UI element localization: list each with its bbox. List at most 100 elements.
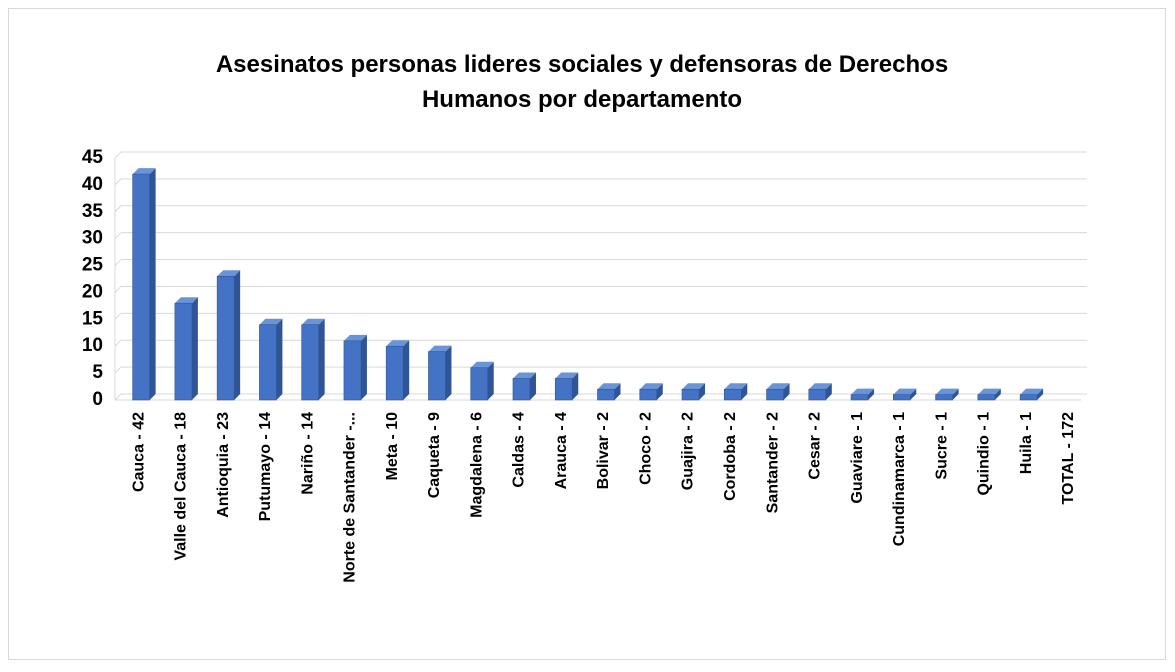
bar-side [529,372,536,400]
x-tick-label: Magdalena - 6 [468,412,485,518]
bar [893,394,911,401]
y-tick-label: 45 [82,147,104,168]
bar [470,367,489,401]
x-tick-label: Cundinamarca - 1 [891,412,908,546]
bar [512,378,531,401]
grid-line [114,312,122,320]
bar-top [682,383,706,390]
x-tick-label: Arauca - 4 [553,412,570,489]
bar-top [639,383,663,390]
bar [301,324,319,401]
x-tick-label: Cordoba - 2 [722,412,739,501]
y-tick-label: 30 [82,228,103,249]
bar-top [597,383,621,390]
bar-top [977,388,1001,395]
x-tick-label: Choco - 2 [637,412,654,485]
y-tick-label: 5 [92,362,103,383]
bar-side [360,334,367,400]
bar-side [445,345,452,400]
grid-line [114,286,122,293]
y-tick-label: 10 [82,335,103,356]
bar-side [699,383,706,400]
x-tick-label: Antioquia - 23 [215,412,232,518]
bar-top [174,297,198,304]
bar-side [825,383,832,400]
bar-top [470,361,494,368]
y-tick-label: 15 [82,308,104,329]
x-tick-label: Caqueta - 9 [426,412,443,498]
bar-side [868,388,875,400]
grid-line [114,366,122,374]
bar [639,388,658,401]
bar-top [766,383,790,390]
bar-side [614,383,621,400]
bar [723,388,742,401]
x-tick-label: Huila - 1 [1018,412,1035,474]
bar [935,394,953,401]
x-tick-label: Valle del Cauca - 18 [173,412,190,561]
bar-top [724,383,748,390]
bar-side [403,340,410,400]
bar-side [487,361,494,400]
x-tick-label: Meta - 10 [384,412,401,481]
bar-side [572,372,579,400]
bar-side [276,318,283,400]
bar [977,394,996,401]
x-tick-label: Guaviare - 1 [849,412,866,504]
bar [132,173,150,401]
bar-top [217,270,241,277]
bar [681,388,700,401]
bar-top [851,388,875,395]
bar [808,388,827,401]
chart-title: Asesinatos personas lideres sociales y d… [216,51,948,78]
bar [1019,394,1038,401]
bar-top [893,388,917,395]
bar-side [952,388,959,400]
bar [385,345,404,401]
bar-top [428,345,452,352]
x-tick-label: Cauca - 42 [130,412,147,492]
grid-line [114,205,122,213]
bar-side [994,388,1001,400]
bar-side [149,168,156,400]
grid-line [114,232,122,240]
bar-top [555,372,579,379]
x-tick-label: Norte de Santander -... [342,412,359,583]
x-tick-label: Caldas - 4 [511,412,528,488]
grid-line [114,393,122,401]
grid-line [114,178,122,186]
grid-line [114,259,122,266]
bar [259,324,277,401]
chart-title: Humanos por departamento [422,86,742,113]
bar [554,378,573,401]
bar-top [512,372,536,379]
x-tick-label: Sucre - 1 [933,412,950,480]
x-tick-label: Nariño - 14 [299,412,316,495]
bar [766,388,784,401]
x-tick-label: TOTAL - 172 [1060,412,1077,505]
bar-side [656,383,663,400]
bar-side [783,383,790,400]
bar-top [808,383,832,390]
bar-top [343,334,367,341]
bar-top [1020,388,1044,395]
y-tick-label: 25 [82,255,104,276]
y-tick-label: 20 [82,281,103,302]
bar-top [132,168,156,175]
bar-side [191,297,198,400]
bar-top [301,318,325,325]
grid-line [114,151,122,159]
x-tick-label: Cesar - 2 [807,412,824,480]
x-tick-label: Santander - 2 [764,412,781,513]
x-tick-label: Guajira - 2 [680,412,697,490]
grid-line [114,339,122,347]
y-tick-label: 0 [92,389,103,410]
bar-top [259,318,283,325]
y-tick-label: 35 [82,201,104,222]
bar-side [1037,388,1044,400]
bar [174,302,193,401]
y-tick-label: 40 [82,174,103,195]
bar-side [234,270,241,400]
chart-border [8,8,1166,660]
